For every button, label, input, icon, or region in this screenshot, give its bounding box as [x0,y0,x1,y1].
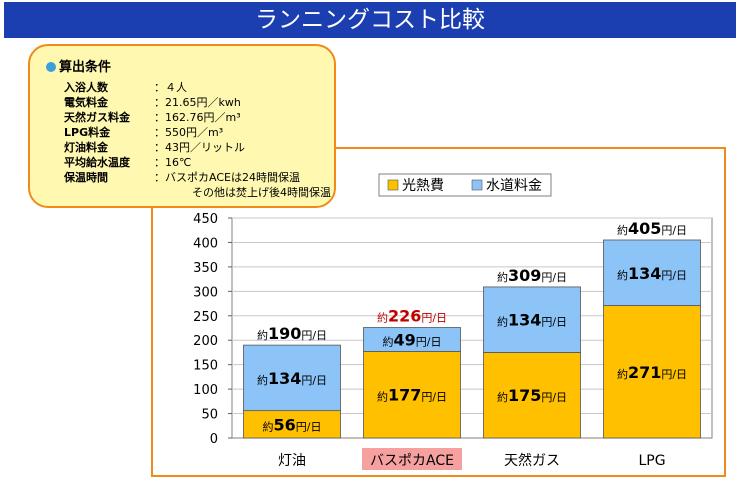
condition-value: ：４人 [154,81,187,94]
category-label: 天然ガス [504,452,560,469]
y-tick-label: 350 [193,261,218,276]
condition-label: 電気料金 [64,96,108,109]
y-tick-label: 450 [193,212,218,227]
conditions-box: 算出条件 入浴人数 ：４人 電気料金 ：21.65円／kwh 天然ガス料金 ：162.… [28,44,336,208]
total-label: 約190円/日 [257,324,327,343]
condition-value: ：21.65円／kwh [154,96,241,109]
condition-row: LPG料金 ：550円／m³ [64,124,223,140]
bar-segment [363,327,461,352]
y-tick-label: 200 [193,334,218,349]
category-label: LPG [638,453,665,469]
y-tick-label: 250 [193,310,218,325]
condition-row: 入浴人数 ：４人 [64,79,187,95]
condition-value: ：162.76円／m³ [154,111,241,124]
category-highlight [362,448,462,470]
condition-label: 天然ガス料金 [64,111,130,124]
segment-label: 約56円/日 [263,415,322,434]
bar-segment [603,305,701,439]
y-tick-label: 100 [193,383,218,398]
segment-label: 約134円/日 [497,311,567,330]
bar-segment [603,239,701,306]
condition-value: ：16℃ [154,156,192,169]
bar-segment [483,352,581,439]
y-tick-label: 400 [193,236,218,251]
legend [378,173,552,197]
total-label: 約405円/日 [617,219,687,238]
legend-label: 光熱費 [402,178,444,194]
bar-segment [243,410,341,439]
page-title-bar: ランニングコスト比較 [4,2,736,38]
y-tick-label: 0 [210,432,218,447]
condition-row: 平均給水温度 ：16℃ [64,154,191,170]
segment-label: 約134円/日 [257,369,327,388]
segment-label: 約177円/日 [377,386,447,405]
condition-value: ：バスポカACEは24時間保温 [154,171,300,184]
segment-label: 約134円/日 [617,264,687,283]
condition-label: 平均給水温度 [64,156,130,169]
bullet-icon [46,62,56,72]
condition-label: 保温時間 [64,171,108,184]
segment-label: 約49円/日 [383,330,442,349]
y-tick-label: 300 [193,285,218,300]
legend-label: 水道料金 [486,178,542,194]
condition-continuation: その他は焚上げ後4時間保温 [192,186,331,199]
condition-label: LPG料金 [64,126,111,139]
condition-value: ：43円／リットル [154,141,245,154]
y-tick-label: 150 [193,359,218,374]
condition-label: 入浴人数 [64,81,108,94]
segment-label: 約271円/日 [617,363,687,382]
total-label: 約226円/日 [377,307,447,326]
segment-label: 約175円/日 [497,386,567,405]
category-label: 灯油 [278,453,306,469]
legend-swatch [471,179,483,191]
condition-value: ：550円／m³ [154,126,224,139]
condition-label: 灯油料金 [64,141,108,154]
page-title: ランニングコスト比較 [255,7,485,33]
conditions-heading: 算出条件 [46,56,111,75]
bar-segment [363,351,461,439]
total-label: 約309円/日 [497,266,567,285]
category-label: バスポカACE [370,453,454,469]
condition-row: 電気料金 ：21.65円／kwh [64,94,241,110]
bar-segment [483,286,581,353]
condition-row: 天然ガス料金 ：162.76円／m³ [64,109,241,125]
conditions-heading-text: 算出条件 [59,60,112,75]
condition-row: 灯油料金 ：43円／リットル [64,139,245,155]
condition-row: 保温時間 ：バスポカACEは24時間保温 [64,169,300,185]
y-tick-label: 50 [201,408,218,423]
bar-segment [243,344,341,412]
legend-swatch [387,179,399,191]
